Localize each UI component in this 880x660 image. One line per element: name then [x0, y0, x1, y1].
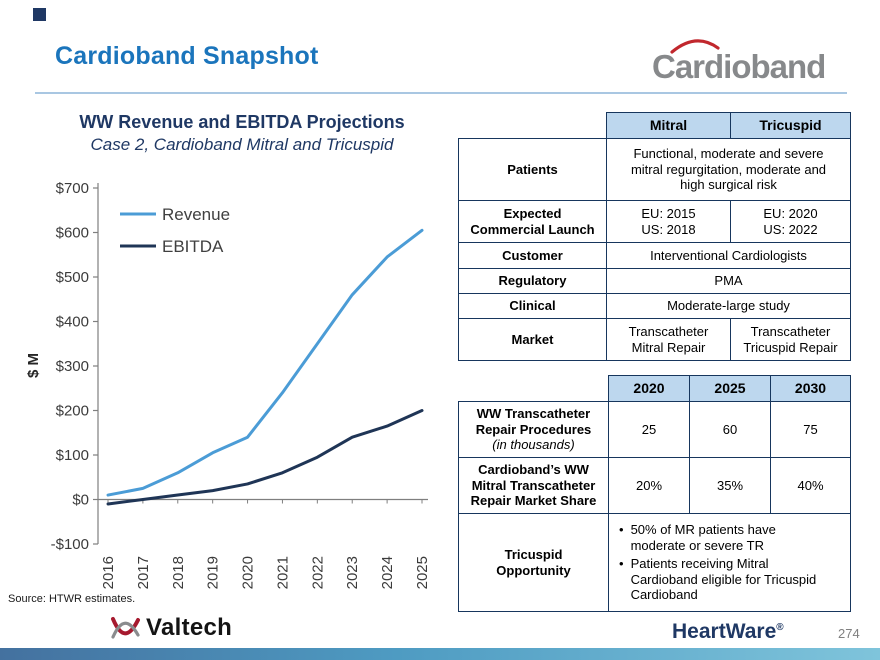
valtech-logo-text: Valtech — [146, 614, 233, 641]
svg-text:$ M: $ M — [25, 353, 42, 378]
procedures-row-label: WW Transcatheter Repair Procedures (in t… — [458, 401, 609, 458]
svg-text:$500: $500 — [56, 269, 89, 286]
heartware-logo: HeartWare® — [672, 620, 784, 644]
year-2020-header: 2020 — [608, 375, 690, 402]
year-2030-header: 2030 — [770, 375, 851, 402]
market-mitral-value: Transcatheter Mitral Repair — [606, 318, 731, 361]
procedures-2020-value: 25 — [608, 401, 690, 458]
svg-text:$200: $200 — [56, 403, 89, 420]
page-number: 274 — [838, 626, 860, 641]
cardioband-logo-text: Cardioband — [652, 48, 825, 85]
valtech-logo: Valtech — [108, 610, 232, 646]
procedures-2025-value: 60 — [689, 401, 771, 458]
bullet-item: • Patients receiving Mitral Cardioband e… — [619, 556, 844, 604]
customer-value: Interventional Cardiologists — [606, 242, 851, 269]
source-note: Source: HTWR estimates. — [8, 593, 136, 605]
customer-row-label: Customer — [458, 242, 607, 269]
tricuspid-opportunity-bullets: • 50% of MR patients have moderate or se… — [608, 512, 851, 613]
patients-row: Patients Functional, moderate and severe… — [458, 138, 851, 201]
launch-tricuspid-value: EU: 2020 US: 2022 — [730, 200, 851, 243]
svg-text:-$100: -$100 — [51, 536, 89, 553]
chart-title: WW Revenue and EBITDA Projections — [79, 112, 405, 132]
cardioband-logo: Cardioband — [650, 34, 860, 90]
svg-text:$300: $300 — [56, 358, 89, 375]
bottom-accent-bar — [0, 648, 880, 660]
table-header-row: Mitral Tricuspid — [459, 112, 851, 139]
svg-text:$100: $100 — [56, 447, 89, 464]
tricuspid-column-header: Tricuspid — [730, 112, 851, 139]
share-2030-value: 40% — [770, 457, 851, 514]
share-2025-value: 35% — [689, 457, 771, 514]
mitral-tricuspid-table: Mitral Tricuspid Patients Functional, mo… — [458, 112, 851, 361]
svg-text:2021: 2021 — [274, 556, 291, 589]
regulatory-row: Regulatory PMA — [458, 268, 851, 294]
empty-corner-cell-2 — [459, 376, 609, 402]
market-row: Market Transcatheter Mitral Repair Trans… — [458, 318, 851, 361]
launch-mitral-value: EU: 2015 US: 2018 — [606, 200, 731, 243]
clinical-value: Moderate-large study — [606, 293, 851, 319]
valtech-ribbon-icon — [111, 617, 140, 639]
market-row-label: Market — [458, 318, 607, 361]
patients-value: Functional, moderate and severe mitral r… — [606, 138, 851, 201]
svg-text:2022: 2022 — [309, 556, 326, 589]
market-share-row: Cardioband’s WW Mitral Transcatheter Rep… — [458, 457, 851, 514]
svg-text:2019: 2019 — [205, 556, 222, 589]
svg-text:2018: 2018 — [170, 556, 187, 589]
procedures-label-note: (in thousands) — [492, 437, 575, 453]
share-2020-value: 20% — [608, 457, 690, 514]
tricuspid-opportunity-label: Tricuspid Opportunity — [458, 512, 609, 613]
header-divider — [35, 92, 847, 94]
svg-text:EBITDA: EBITDA — [162, 237, 224, 256]
launch-row: Expected Commercial Launch EU: 2015 US: … — [458, 200, 851, 243]
bullet-item: • 50% of MR patients have moderate or se… — [619, 522, 844, 554]
procedures-row: WW Transcatheter Repair Procedures (in t… — [458, 401, 851, 458]
customer-row: Customer Interventional Cardiologists — [458, 242, 851, 269]
procedures-2030-value: 75 — [770, 401, 851, 458]
market-share-row-label: Cardioband’s WW Mitral Transcatheter Rep… — [458, 457, 609, 514]
tricuspid-opportunity-row: Tricuspid Opportunity • 50% of MR patien… — [458, 512, 851, 613]
bullet-text-1: 50% of MR patients have moderate or seve… — [630, 522, 776, 553]
procedures-label-text: WW Transcatheter Repair Procedures — [475, 405, 592, 437]
heartware-logo-text: HeartWare — [672, 620, 777, 643]
corner-accent-square — [33, 8, 46, 21]
bullet-dot: • — [619, 522, 624, 537]
bullet-text-2: Patients receiving Mitral Cardioband eli… — [630, 555, 817, 603]
chart-subtitle: Case 2, Cardioband Mitral and Tricuspid — [90, 135, 394, 154]
market-tricuspid-value: Transcatheter Tricuspid Repair — [730, 318, 851, 361]
svg-text:$400: $400 — [56, 314, 89, 331]
svg-text:2025: 2025 — [414, 556, 431, 589]
clinical-row: Clinical Moderate-large study — [458, 293, 851, 319]
patients-row-label: Patients — [458, 138, 607, 201]
svg-text:Revenue: Revenue — [162, 205, 230, 224]
svg-text:2020: 2020 — [240, 556, 257, 589]
cardioband-red-band-icon — [670, 39, 720, 54]
clinical-row-label: Clinical — [458, 293, 607, 319]
year-2025-header: 2025 — [689, 375, 771, 402]
bullet-dot: • — [619, 555, 624, 571]
projection-header-row: 2020 2025 2030 — [459, 375, 851, 402]
launch-row-label: Expected Commercial Launch — [458, 200, 607, 243]
mitral-column-header: Mitral — [606, 112, 731, 139]
svg-text:2017: 2017 — [135, 556, 152, 589]
empty-corner-cell — [459, 113, 607, 139]
page-title: Cardioband Snapshot — [55, 42, 319, 70]
projections-table: 2020 2025 2030 WW Transcatheter Repair P… — [458, 375, 851, 613]
cardioband-logo-graphic: Cardioband — [652, 39, 826, 85]
regulatory-row-label: Regulatory — [458, 268, 607, 294]
registered-mark: ® — [776, 622, 784, 633]
svg-text:2024: 2024 — [379, 556, 396, 589]
regulatory-value: PMA — [606, 268, 851, 294]
svg-text:$0: $0 — [72, 492, 89, 509]
revenue-ebitda-chart: -$100 $0 $100 $200 $300 $400 $500 $600 $700 2016 2… — [25, 180, 431, 589]
revenue-ebitda-chart-area: -$100 $0 $100 $200 $300 $400 $500 $600 $700 2016 2… — [22, 156, 460, 628]
svg-text:$700: $700 — [56, 180, 89, 197]
svg-text:2023: 2023 — [344, 556, 361, 589]
svg-text:2016: 2016 — [100, 556, 117, 589]
svg-text:$600: $600 — [56, 225, 89, 242]
